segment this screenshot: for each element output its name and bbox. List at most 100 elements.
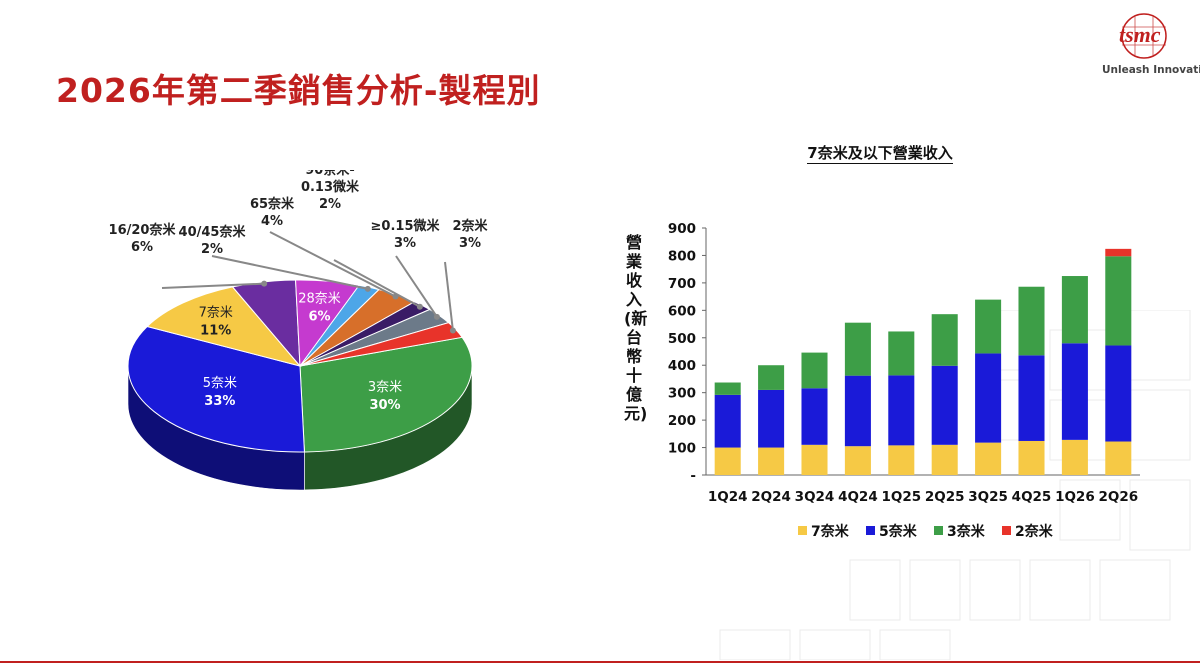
bar-4Q24-3奈米 — [844, 322, 871, 376]
y-tick-label-8: 800 — [668, 248, 696, 264]
y-tick-label-6: 600 — [668, 303, 696, 319]
pie-label-0: 3奈米 — [368, 380, 402, 395]
y-tick-label-5: 500 — [668, 331, 696, 347]
bar-3Q25-7奈米 — [975, 442, 1002, 475]
x-tick-label-2: 3Q24 — [795, 489, 835, 505]
logo-text: tsmc — [1119, 22, 1161, 47]
bar-2Q24-5奈米 — [758, 389, 785, 448]
bar-1Q24-5奈米 — [714, 394, 741, 448]
pie-leader-6 — [269, 231, 396, 298]
bar-2Q24-7奈米 — [758, 447, 785, 475]
pie-value-label-0: 30% — [369, 398, 400, 413]
pie-label-2: 7奈米 — [199, 306, 233, 321]
pie-leader-9 — [444, 261, 454, 331]
bar-3Q24-3奈米 — [801, 352, 828, 389]
bar-4Q25-5奈米 — [1018, 355, 1045, 441]
legend-label-0: 7奈米 — [811, 523, 850, 540]
bar-1Q24-3奈米 — [714, 382, 741, 395]
pie-slice-9 — [299, 322, 464, 367]
pie-value-label-9: 3% — [459, 236, 481, 251]
x-tick-label-9: 2Q26 — [1098, 489, 1138, 505]
bar-1Q25-3奈米 — [888, 331, 915, 376]
pie-value-label-8: 3% — [394, 236, 416, 251]
bar-4Q24-7奈米 — [844, 446, 871, 475]
pie-value-label-5: 2% — [201, 242, 223, 257]
bar-chart-ylabel: 營業收入(新台幣十億元) — [624, 233, 648, 423]
tsmc-logo-icon — [1121, 13, 1167, 59]
legend-label-1: 5奈米 — [879, 523, 918, 540]
pie-label-7-line-1: 0.13微米 — [301, 179, 360, 195]
pie-leader-7 — [333, 259, 421, 308]
bar-1Q24-7奈米 — [714, 447, 741, 475]
bar-1Q26-7奈米 — [1061, 439, 1088, 475]
page-title: 2026年第二季銷售分析-製程別 — [56, 71, 541, 110]
bar-3Q25-3奈米 — [975, 299, 1002, 354]
bar-2Q25-3奈米 — [931, 314, 958, 366]
legend-swatch-0 — [798, 526, 807, 535]
legend-swatch-3 — [1002, 526, 1011, 535]
pie-label-5: 40/45奈米 — [179, 224, 247, 240]
pie-label-7-line-0: 90奈米- — [305, 170, 355, 178]
y-tick-label-0: - — [690, 468, 696, 484]
bar-2Q26-7奈米 — [1105, 441, 1132, 475]
x-tick-label-4: 1Q25 — [881, 489, 921, 505]
y-tick-label-1: 100 — [668, 441, 696, 457]
logo-tagline: Unleash Innovation — [1102, 64, 1200, 76]
bar-2Q24-3奈米 — [758, 365, 785, 390]
revenue-bar-chart: 7奈米及以下營業收入 營業收入(新台幣十億元) - 100 200 300 400 500… — [600, 130, 1160, 550]
bar-2Q26-3奈米 — [1105, 256, 1132, 346]
pie-leader-dot-3 — [261, 280, 268, 287]
y-tick-label-3: 300 — [668, 386, 696, 402]
pie-leader-dot-8 — [433, 313, 440, 320]
bar-2Q25-5奈米 — [931, 365, 958, 445]
bar-chart-svg: - 100 200 300 400 500 600 700 800 900 1Q24 2Q24 3Q24… — [668, 221, 1140, 540]
pie-slice-0 — [299, 336, 473, 453]
legend-swatch-2 — [934, 526, 943, 535]
bar-1Q25-7奈米 — [888, 445, 915, 475]
pie-leader-dot-9 — [449, 327, 456, 334]
pie-leader-3 — [161, 282, 265, 289]
bar-3Q24-7奈米 — [801, 444, 828, 475]
bar-2Q26-2奈米 — [1105, 248, 1132, 257]
pie-label-4: 28奈米 — [298, 292, 341, 307]
pie-slice-2 — [146, 286, 302, 367]
bar-1Q25-5奈米 — [888, 375, 915, 446]
pie-label-9: 2奈米 — [452, 218, 488, 234]
pie-value-label-6: 4% — [261, 214, 283, 229]
x-tick-label-5: 2Q25 — [925, 489, 965, 505]
bar-2Q26-5奈米 — [1105, 345, 1132, 442]
y-tick-label-2: 200 — [668, 413, 696, 429]
bar-4Q25-7奈米 — [1018, 440, 1045, 475]
bar-1Q26-3奈米 — [1061, 276, 1088, 344]
x-tick-label-1: 2Q24 — [751, 489, 791, 505]
pie-label-3: 16/20奈米 — [109, 222, 177, 238]
pie-leader-dot-7 — [416, 303, 423, 310]
pie-slice-1 — [127, 325, 305, 453]
y-tick-label-4: 400 — [668, 358, 696, 374]
process-pie-chart: 3奈米 30% 5奈米 33% 7奈米 11% 28奈米 6% 16/20奈米 6% 40/45奈米… — [100, 162, 520, 500]
pie-label-6: 65奈米 — [250, 196, 295, 212]
x-tick-label-7: 4Q25 — [1012, 489, 1052, 505]
y-tick-label-7: 700 — [668, 276, 696, 292]
pie-chart-svg: 3奈米 30% 5奈米 33% 7奈米 11% 28奈米 6% 16/20奈米 6% 40/45奈米… — [109, 162, 489, 491]
legend-label-2: 3奈米 — [947, 523, 986, 540]
pie-value-label-7: 2% — [319, 197, 341, 212]
x-tick-label-6: 3Q25 — [968, 489, 1008, 505]
x-tick-label-0: 1Q24 — [708, 489, 748, 505]
legend-label-3: 2奈米 — [1015, 523, 1054, 540]
pie-leader-5 — [211, 255, 369, 290]
bar-4Q25-3奈米 — [1018, 286, 1045, 356]
pie-value-label-4: 6% — [308, 310, 330, 325]
pie-value-label-1: 33% — [204, 394, 235, 409]
pie-value-label-3: 6% — [131, 240, 153, 255]
pie-leader-dot-5 — [364, 285, 371, 292]
bar-chart-title-text: 7奈米及以下營業收入 — [807, 144, 953, 164]
bar-3Q25-5奈米 — [975, 353, 1002, 443]
x-tick-label-8: 1Q26 — [1055, 489, 1095, 505]
pie-label-1: 5奈米 — [203, 376, 237, 391]
legend-swatch-1 — [866, 526, 875, 535]
bar-1Q26-5奈米 — [1061, 343, 1088, 440]
bar-2Q25-7奈米 — [931, 444, 958, 475]
bar-chart-title: 7奈米及以下營業收入 — [600, 142, 1160, 164]
bar-4Q24-5奈米 — [844, 375, 871, 447]
